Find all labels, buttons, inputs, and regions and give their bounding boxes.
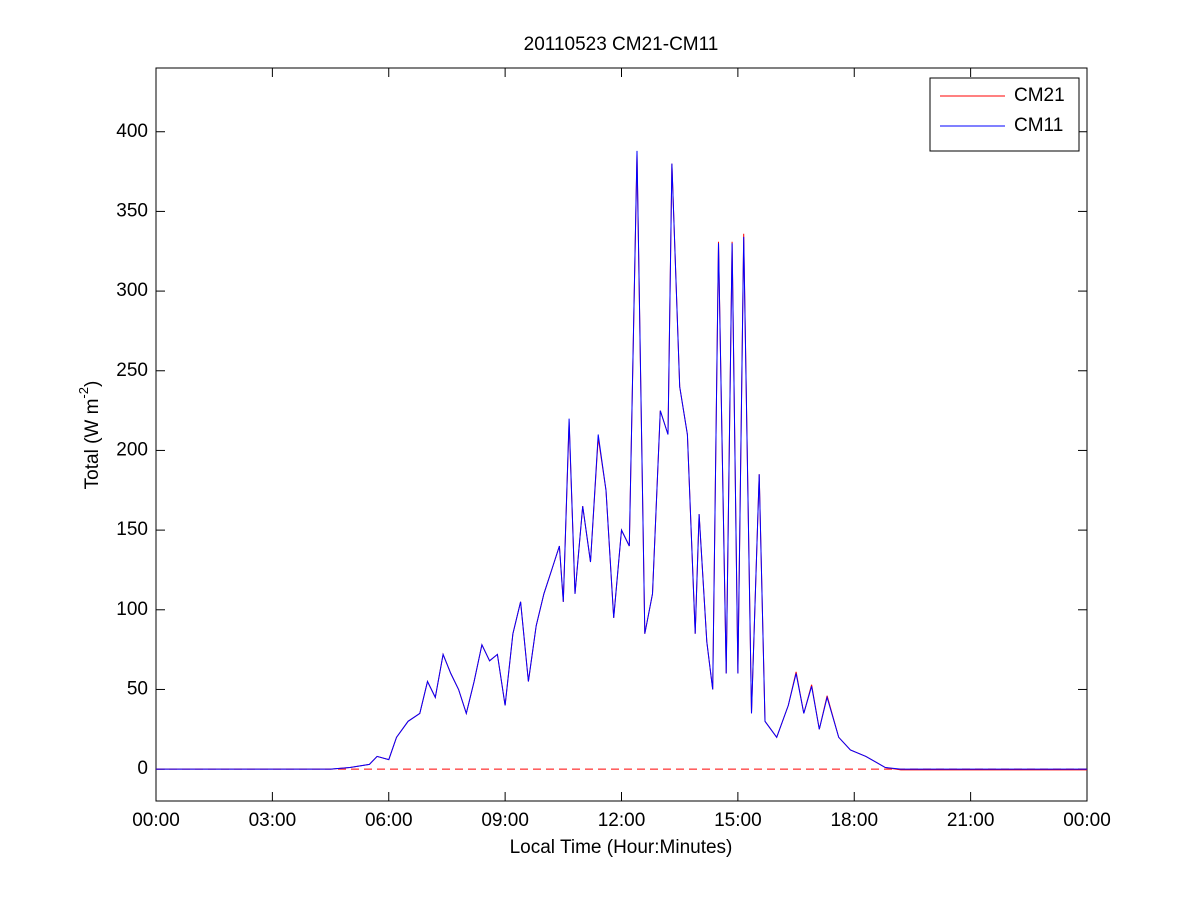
x-tick-label: 09:00 (481, 810, 529, 831)
y-tick-label: 350 (116, 200, 148, 221)
series-line (156, 150, 1087, 770)
x-axis-label: Local Time (Hour:Minutes) (510, 837, 733, 858)
x-tick-label: 06:00 (365, 810, 413, 831)
y-tick-label: 400 (116, 121, 148, 142)
y-tick-label: 250 (116, 360, 148, 381)
x-tick-label: 03:00 (249, 810, 297, 831)
x-tick-label: 00:00 (1063, 810, 1111, 831)
legend-label: CM21 (1014, 85, 1065, 106)
y-tick-label: 0 (137, 758, 148, 779)
x-tick-label: 18:00 (830, 810, 878, 831)
y-tick-label: 300 (116, 280, 148, 301)
x-tick-label: 12:00 (598, 810, 646, 831)
y-axis-label: Total (W m-2) (76, 381, 103, 490)
legend-box (929, 77, 1080, 152)
y-label-text: Total (W m (82, 399, 103, 490)
y-tick-label: 100 (116, 599, 148, 620)
x-tick-label: 21:00 (947, 810, 995, 831)
y-tick-label: 200 (116, 439, 148, 460)
y-label-end: ) (82, 381, 103, 387)
plot-area (155, 67, 1088, 802)
y-tick-label: 150 (116, 519, 148, 540)
x-tick-label: 15:00 (714, 810, 762, 831)
y-tick-label: 50 (127, 678, 148, 699)
legend-label: CM11 (1014, 115, 1063, 136)
y-label-sup: -2 (76, 387, 91, 399)
chart-title: 20110523 CM21-CM11 (524, 34, 719, 55)
x-tick-label: 00:00 (132, 810, 180, 831)
